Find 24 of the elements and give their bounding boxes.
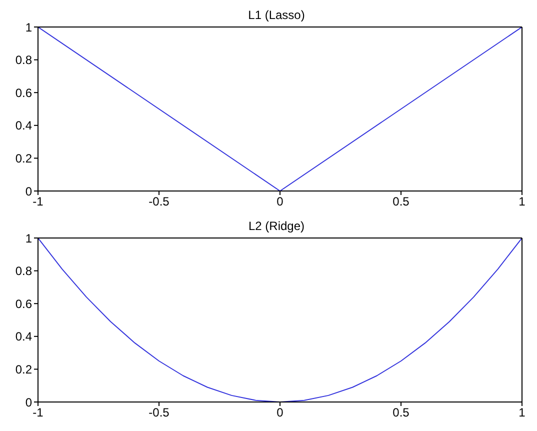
y-tick-label: 1 <box>25 231 32 246</box>
chart-title: L2 (Ridge) <box>247 219 306 233</box>
y-tick-label: 0.8 <box>15 53 32 68</box>
y-tick-label: 0.4 <box>15 118 32 133</box>
y-tick-label: 0.6 <box>15 86 32 100</box>
y-tick-label: 0.6 <box>15 296 32 311</box>
x-tick-label: -1 <box>32 194 44 209</box>
chart-title: L1 (Lasso) <box>247 8 306 22</box>
y-tick-label: 0.2 <box>15 362 32 376</box>
x-tick-label: 0.5 <box>392 406 410 420</box>
x-tick-label: -0.5 <box>148 194 170 209</box>
y-tick-label: 1 <box>25 20 32 34</box>
x-tick-label: 0 <box>276 406 284 420</box>
y-tick-label: 0 <box>25 184 32 198</box>
x-tick-label: -1 <box>32 406 44 420</box>
x-tick-label: 0.5 <box>392 194 410 209</box>
x-tick-label: 1 <box>518 194 526 209</box>
y-tick-label: 0 <box>25 395 32 410</box>
y-tick-label: 0.4 <box>15 330 32 344</box>
y-tick-label: 0.2 <box>15 151 32 166</box>
x-tick-label: -0.5 <box>148 406 170 420</box>
x-tick-label: 1 <box>518 406 526 420</box>
y-tick-label: 0.8 <box>15 264 32 278</box>
x-tick-label: 0 <box>276 194 284 209</box>
